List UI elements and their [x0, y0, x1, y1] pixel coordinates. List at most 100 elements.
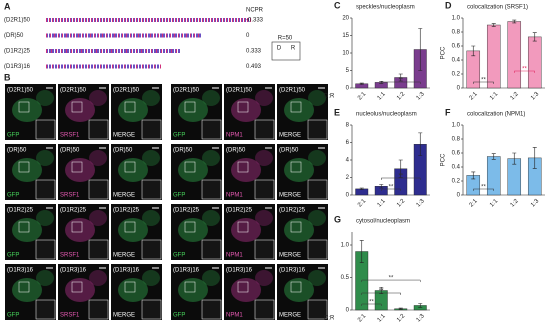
- cell: [284, 278, 314, 302]
- x-tick-label: 2:1: [357, 313, 368, 324]
- cell: [284, 98, 314, 122]
- zoom-box: [18, 281, 30, 293]
- cell: [142, 90, 160, 106]
- error-bar: [491, 23, 496, 27]
- construct-label: (D1R3)16: [4, 64, 31, 70]
- zoom-box: [124, 101, 136, 113]
- ncpr-value: -0.333: [246, 18, 264, 24]
- error-bar: [512, 19, 517, 24]
- zoom-box: [18, 101, 30, 113]
- zoom-box: [71, 221, 83, 233]
- significance-label: **: [398, 174, 403, 180]
- inset: [141, 179, 162, 200]
- channel-label: NPM1: [226, 313, 243, 319]
- chart-title: speckles/nucleoplasm: [356, 5, 415, 11]
- y-axis-label: PCC: [441, 153, 447, 166]
- zoom-box: [290, 281, 302, 293]
- zoom-box: [184, 101, 196, 113]
- significance-bracket: [361, 279, 421, 283]
- channel-label: NPM1: [226, 133, 243, 139]
- channel-label: NPM1: [226, 253, 243, 259]
- construct-label: (D1R3)16: [60, 268, 87, 274]
- panel-label: A: [4, 1, 11, 11]
- x-tick-label: 1:2: [396, 313, 407, 324]
- ncpr-value: 0.493: [246, 64, 262, 70]
- y-tick-label: 1.0: [341, 243, 350, 249]
- error-bar: [512, 152, 517, 165]
- y-tick-label: 0.4: [452, 58, 461, 64]
- inset: [254, 239, 275, 260]
- x-tick-label: 1:2: [396, 198, 407, 209]
- inset: [307, 179, 328, 200]
- inset: [88, 299, 109, 320]
- significance-bracket: [381, 177, 421, 180]
- y-tick-label: 0: [457, 86, 461, 92]
- bar: [507, 21, 522, 89]
- chart-title: nucleolus/nucleoplasm: [356, 112, 417, 118]
- error-bar: [398, 307, 403, 310]
- construct-label: (D1R2)25: [279, 208, 306, 214]
- construct-label: (D1R2)25: [226, 208, 253, 214]
- construct-label: (D2R1)50: [279, 88, 306, 94]
- zoom-box: [290, 101, 302, 113]
- zoom-box: [124, 221, 136, 233]
- y-tick-label: 2: [346, 175, 350, 181]
- inset: [307, 299, 328, 320]
- significance-bracket: [473, 188, 494, 191]
- x-tick-label: 1:3: [416, 198, 427, 209]
- significance-label: **: [481, 185, 486, 191]
- cell: [202, 270, 220, 286]
- inset: [201, 119, 222, 140]
- significance-bracket: [381, 188, 401, 191]
- cell: [284, 218, 314, 242]
- cell: [89, 150, 107, 166]
- x-axis-label: D:R: [324, 316, 335, 322]
- construct-label: (DR)50: [7, 148, 27, 154]
- inset: [141, 119, 162, 140]
- channel-label: GFP: [7, 253, 19, 259]
- cell: [308, 90, 326, 106]
- zoom-box: [124, 161, 136, 173]
- construct-label: (D1R2)25: [4, 49, 31, 55]
- x-tick-label: 1:2: [510, 91, 521, 102]
- zoom-box: [237, 101, 249, 113]
- y-tick-label: 6: [346, 140, 350, 146]
- significance-bracket: [473, 81, 494, 84]
- channel-label: MERGE: [279, 253, 301, 259]
- cell: [12, 98, 42, 122]
- construct-label: (D1R3)16: [113, 268, 140, 274]
- cell: [36, 150, 54, 166]
- x-tick-label: 1:3: [416, 91, 427, 102]
- cell: [12, 158, 42, 182]
- y-tick-label: 0: [457, 193, 461, 199]
- y-tick-label: 0.4: [452, 165, 461, 171]
- cell: [231, 278, 261, 302]
- y-tick-label: 20: [342, 16, 349, 22]
- panel-label: G: [334, 214, 341, 224]
- y-tick-label: 0.6: [452, 44, 461, 50]
- cell: [308, 210, 326, 226]
- cell: [118, 278, 148, 302]
- inset: [201, 299, 222, 320]
- x-tick-label: 1:3: [530, 91, 541, 102]
- channel-label: MERGE: [279, 313, 301, 319]
- y-tick-label: 0.2: [452, 72, 461, 78]
- inset: [254, 119, 275, 140]
- error-bar: [532, 32, 537, 42]
- y-tick-label: 15: [342, 33, 349, 39]
- cell: [89, 210, 107, 226]
- cell: [308, 150, 326, 166]
- cell: [36, 210, 54, 226]
- inset: [88, 239, 109, 260]
- y-tick-label: 0.6: [452, 151, 461, 157]
- cell: [255, 270, 273, 286]
- channel-label: NPM1: [226, 193, 243, 199]
- inset: [307, 239, 328, 260]
- ncpr-value: 0: [246, 33, 250, 39]
- x-tick-label: 1:1: [377, 198, 388, 209]
- x-tick-label: 2:1: [469, 91, 480, 102]
- x-tick-label: 1:1: [489, 198, 500, 209]
- error-bar: [359, 187, 364, 191]
- construct-label: (D2R1)50: [173, 88, 200, 94]
